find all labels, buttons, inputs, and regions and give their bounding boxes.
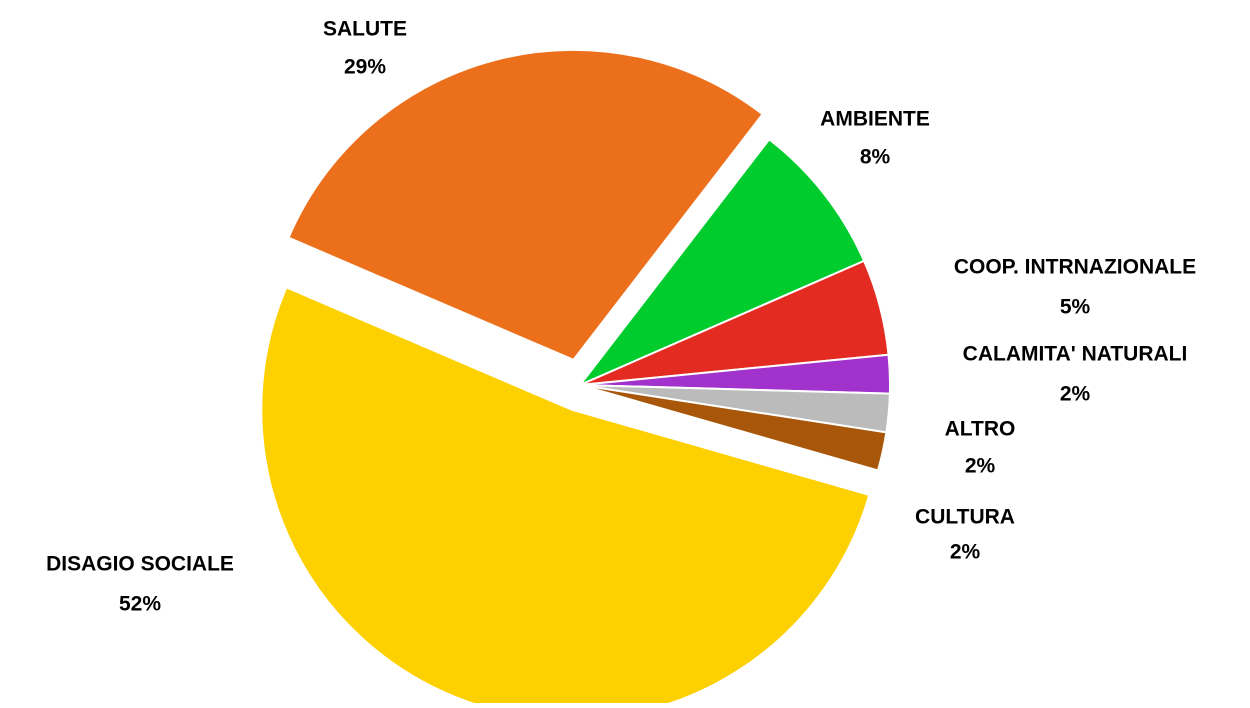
slice-label: COOP. INTRNAZIONALE xyxy=(954,256,1196,279)
slice-label: DISAGIO SOCIALE xyxy=(46,553,234,576)
slice-label: AMBIENTE xyxy=(820,108,930,131)
slice-value-label: 52% xyxy=(119,593,161,616)
slice-value-label: 29% xyxy=(344,56,386,79)
pie-slice xyxy=(579,137,866,386)
slice-value-label: 2% xyxy=(965,455,996,478)
slice-label: SALUTE xyxy=(323,18,407,41)
slice-value-label: 8% xyxy=(860,146,891,169)
pie-slice xyxy=(287,48,764,362)
slice-label: ALTRO xyxy=(945,418,1016,441)
pie-slice xyxy=(260,286,871,708)
slice-value-label: 2% xyxy=(950,541,981,564)
slice-value-label: 2% xyxy=(1060,383,1091,406)
pie-slice xyxy=(579,384,888,472)
slice-label: CALAMITA' NATURALI xyxy=(963,343,1188,366)
slice-value-label: 5% xyxy=(1060,296,1091,319)
slice-label: CULTURA xyxy=(915,506,1015,529)
